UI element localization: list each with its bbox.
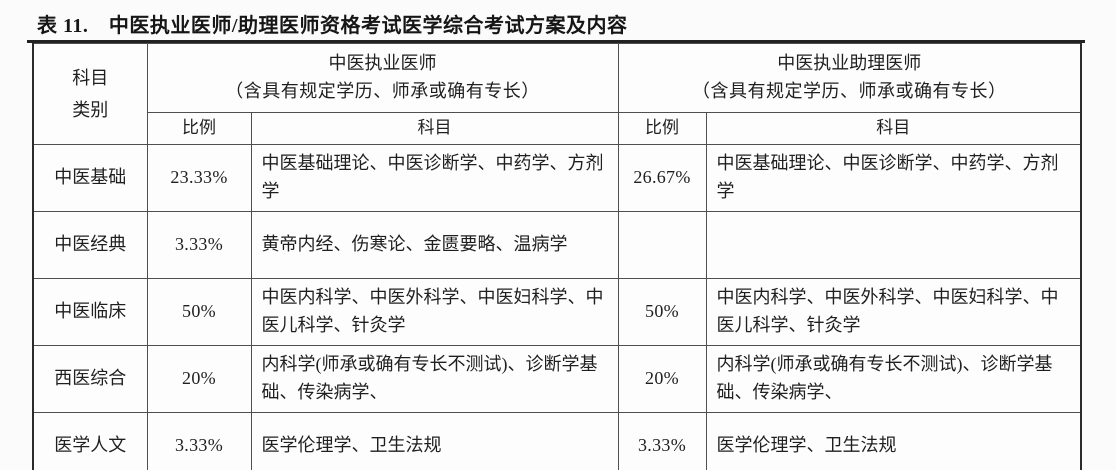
ratio-cell-left: 3.33% <box>146 211 252 279</box>
ratio-cell-right <box>617 211 707 279</box>
table-header-group-row: 科目类别 中医执业医师 （含具有规定学历、师承或确有专长） 中医执业助理医师 （… <box>32 43 1082 145</box>
table-row: 中医经典 3.33% 黄帝内经、伤寒论、金匮要略、温病学 <box>32 211 1082 279</box>
ratio-cell-right: 50% <box>617 278 707 346</box>
ratio-cell-left: 50% <box>146 278 252 346</box>
title-rule-divider <box>27 40 1085 43</box>
subjects-cell-right: 中医基础理论、中医诊断学、中药学、方剂学 <box>705 144 1082 212</box>
ratio-cell-left: 20% <box>146 345 252 413</box>
page-title: 表 11. 中医执业医师/助理医师资格考试医学综合考试方案及内容 <box>37 15 628 37</box>
subjects-cell-left: 医学伦理学、卫生法规 <box>250 412 619 470</box>
corner-header-cell: 科目类别 <box>32 43 148 145</box>
ratio-cell-right: 26.67% <box>617 144 707 212</box>
subject-header-right: 科目 <box>705 112 1082 145</box>
ratio-cell-right: 20% <box>617 345 707 413</box>
category-cell: 中医基础 <box>32 144 148 212</box>
ratio-header-right: 比例 <box>617 112 707 145</box>
group-name-practitioner: 中医执业医师 <box>328 53 437 74</box>
subjects-cell-left: 黄帝内经、伤寒论、金匮要略、温病学 <box>250 211 619 279</box>
table-row: 中医基础 23.33% 中医基础理论、中医诊断学、中药学、方剂学 26.67% … <box>32 144 1082 212</box>
ratio-header-left: 比例 <box>146 112 252 145</box>
category-cell: 医学人文 <box>32 412 148 470</box>
group-name-assistant: 中医执业助理医师 <box>777 53 922 74</box>
ratio-cell-left: 3.33% <box>146 412 252 470</box>
exam-table: 科目类别 中医执业医师 （含具有规定学历、师承或确有专长） 中医执业助理医师 （… <box>32 43 1082 470</box>
corner-header-label: 科目类别 <box>72 67 109 120</box>
ratio-cell-left: 23.33% <box>146 144 252 212</box>
subject-header-left: 科目 <box>250 112 619 145</box>
table-row: 西医综合 20% 内科学(师承或确有专长不测试)、诊断学基础、传染病学、 20%… <box>32 345 1082 413</box>
category-cell: 西医综合 <box>32 345 148 413</box>
subjects-cell-left: 内科学(师承或确有专长不测试)、诊断学基础、传染病学、 <box>250 345 619 413</box>
ratio-cell-right: 3.33% <box>617 412 707 470</box>
subjects-cell-right: 中医内科学、中医外科学、中医妇科学、中医儿科学、针灸学 <box>705 278 1082 346</box>
group-note-practitioner: （含具有规定学历、师承或确有专长） <box>225 81 540 101</box>
category-cell: 中医临床 <box>32 278 148 346</box>
group-header-practitioner: 中医执业医师 （含具有规定学历、师承或确有专长） <box>146 43 619 113</box>
subjects-cell-right: 医学伦理学、卫生法规 <box>705 412 1082 470</box>
group-note-assistant: （含具有规定学历、师承或确有专长） <box>692 81 1007 101</box>
table-row: 中医临床 50% 中医内科学、中医外科学、中医妇科学、中医儿科学、针灸学 50%… <box>32 278 1082 346</box>
subjects-cell-left: 中医基础理论、中医诊断学、中药学、方剂学 <box>250 144 619 212</box>
subjects-cell-left: 中医内科学、中医外科学、中医妇科学、中医儿科学、针灸学 <box>250 278 619 346</box>
subjects-cell-right: 内科学(师承或确有专长不测试)、诊断学基础、传染病学、 <box>705 345 1082 413</box>
category-cell: 中医经典 <box>32 211 148 279</box>
table-row: 医学人文 3.33% 医学伦理学、卫生法规 3.33% 医学伦理学、卫生法规 <box>32 412 1082 470</box>
table-subheader-row: 比例 科目 比例 科目 <box>33 112 1082 145</box>
subjects-cell-right <box>705 211 1082 279</box>
group-header-assistant: 中医执业助理医师 （含具有规定学历、师承或确有专长） <box>617 43 1082 113</box>
